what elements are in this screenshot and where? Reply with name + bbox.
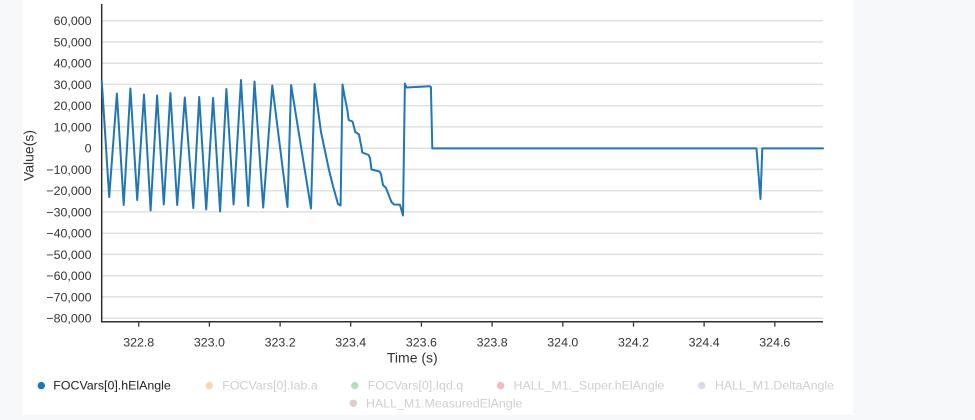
- svg-text:324.4: 324.4: [689, 335, 720, 349]
- svg-text:323.8: 323.8: [477, 335, 508, 349]
- svg-text:323.6: 323.6: [406, 335, 437, 349]
- svg-text:−60,000: −60,000: [46, 269, 91, 283]
- svg-text:20,000: 20,000: [54, 99, 92, 113]
- svg-text:40,000: 40,000: [54, 57, 92, 71]
- svg-text:−50,000: −50,000: [46, 248, 91, 262]
- svg-text:−10,000: −10,000: [46, 163, 91, 177]
- svg-text:60,000: 60,000: [54, 14, 92, 28]
- svg-text:HALL_M1.DeltaAngle: HALL_M1.DeltaAngle: [715, 379, 834, 393]
- svg-text:−30,000: −30,000: [46, 205, 91, 219]
- svg-text:0: 0: [85, 142, 92, 156]
- svg-text:FOCVars[0].hElAngle: FOCVars[0].hElAngle: [53, 379, 171, 393]
- svg-text:30,000: 30,000: [54, 78, 92, 92]
- svg-text:Value(s): Value(s): [21, 130, 37, 181]
- svg-text:HALL_M1._Super.hElAngle: HALL_M1._Super.hElAngle: [514, 379, 665, 393]
- svg-text:−40,000: −40,000: [46, 227, 91, 241]
- svg-text:Time (s): Time (s): [387, 350, 438, 366]
- svg-text:323.2: 323.2: [265, 335, 296, 349]
- svg-text:323.4: 323.4: [335, 335, 366, 349]
- svg-text:50,000: 50,000: [54, 35, 92, 49]
- svg-text:FOCVars[0].Iqd.q: FOCVars[0].Iqd.q: [368, 379, 464, 393]
- svg-text:324.0: 324.0: [547, 335, 578, 349]
- svg-text:−80,000: −80,000: [46, 312, 91, 326]
- svg-text:HALL_M1.MeasuredElAngle: HALL_M1.MeasuredElAngle: [366, 396, 522, 410]
- svg-text:324.2: 324.2: [618, 335, 649, 349]
- svg-text:−70,000: −70,000: [46, 290, 91, 304]
- svg-text:10,000: 10,000: [54, 120, 92, 134]
- svg-text:322.8: 322.8: [123, 335, 154, 349]
- svg-text:324.6: 324.6: [759, 335, 790, 349]
- svg-text:323.0: 323.0: [194, 335, 225, 349]
- svg-text:FOCVars[0].Iab.a: FOCVars[0].Iab.a: [222, 379, 318, 393]
- svg-text:−20,000: −20,000: [46, 184, 91, 198]
